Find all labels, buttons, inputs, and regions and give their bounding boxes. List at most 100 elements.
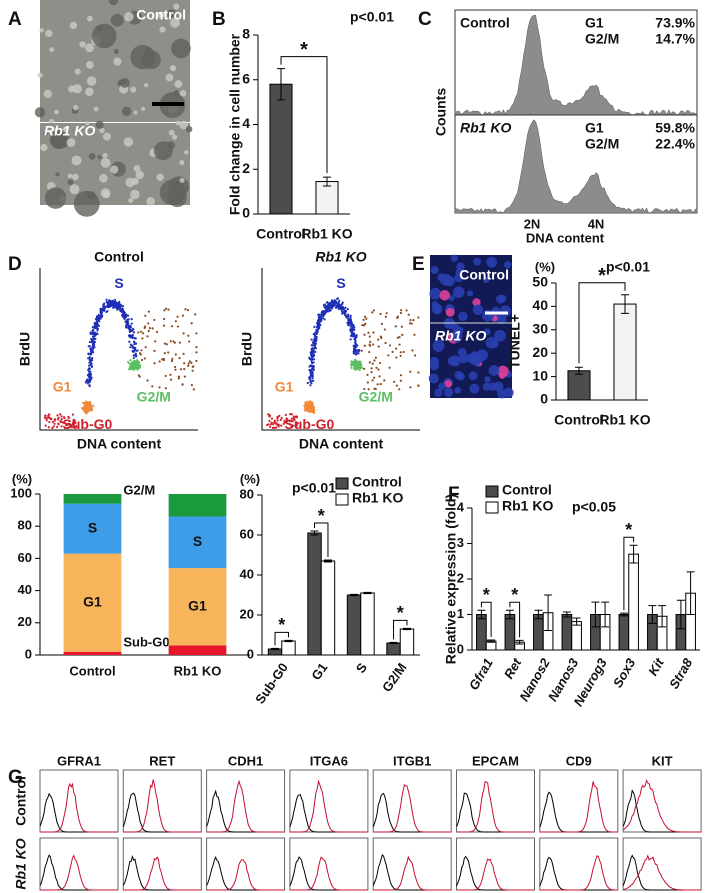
dot xyxy=(146,379,149,382)
cell xyxy=(156,173,164,181)
dot xyxy=(273,426,276,429)
image-label: Rb1 KO xyxy=(435,328,486,344)
dot xyxy=(323,303,327,306)
dot xyxy=(280,416,283,420)
dot xyxy=(276,415,279,419)
dot xyxy=(353,325,356,329)
dot xyxy=(285,418,288,421)
plot-title: Rb1 KO xyxy=(315,249,366,265)
dot xyxy=(177,375,181,378)
dot xyxy=(195,346,198,349)
dot xyxy=(126,318,129,321)
cell xyxy=(88,152,96,160)
dot xyxy=(341,302,344,306)
flow-frame xyxy=(289,837,369,891)
dot xyxy=(140,358,144,362)
dot xyxy=(322,315,325,318)
dot xyxy=(379,335,382,338)
sample-name: Rb1 KO xyxy=(460,120,511,136)
marker-label: CDH1 xyxy=(228,753,263,768)
dot xyxy=(320,315,323,318)
cell xyxy=(72,173,79,181)
cell xyxy=(145,58,150,63)
dot xyxy=(90,376,93,379)
dot xyxy=(87,373,91,376)
dot xyxy=(309,409,312,412)
dot xyxy=(179,368,183,371)
nucleus xyxy=(472,304,484,316)
cell xyxy=(153,141,173,161)
dot xyxy=(129,343,133,346)
dot xyxy=(279,418,282,422)
histogram xyxy=(454,14,698,116)
dot xyxy=(55,425,59,429)
flow-frame xyxy=(539,769,619,833)
dot xyxy=(105,300,108,304)
panel-label: C xyxy=(418,9,432,30)
dot xyxy=(82,402,86,405)
dot xyxy=(91,356,94,360)
dot xyxy=(294,415,297,418)
dot xyxy=(317,315,321,318)
dot xyxy=(289,412,292,416)
dot xyxy=(342,307,345,311)
significance-mark: * xyxy=(511,585,518,605)
dot xyxy=(330,299,334,302)
dot xyxy=(89,353,92,356)
error-bar xyxy=(310,530,319,536)
dot xyxy=(126,322,129,325)
dot xyxy=(178,341,181,344)
flow-histogram xyxy=(622,778,702,833)
dot xyxy=(49,417,52,420)
flow-frame xyxy=(372,769,452,833)
error-bar xyxy=(572,617,581,626)
nucleus xyxy=(448,294,455,302)
dot xyxy=(88,356,91,359)
bar xyxy=(269,83,293,215)
dot xyxy=(195,332,198,335)
y-tick-label: 2 xyxy=(457,570,464,585)
dot xyxy=(182,332,185,335)
segment-label: G1 xyxy=(188,597,207,613)
dot xyxy=(309,372,313,375)
nucleus xyxy=(450,254,458,262)
dot xyxy=(335,300,338,303)
annotation: p<0.01 xyxy=(350,9,394,25)
significance-bracket xyxy=(623,536,635,611)
dot xyxy=(373,376,376,379)
cell xyxy=(79,41,86,48)
dot xyxy=(349,325,352,328)
dot xyxy=(384,315,387,318)
error-bar xyxy=(534,609,543,620)
dot xyxy=(133,364,136,367)
dot xyxy=(347,322,350,325)
dot xyxy=(358,368,361,372)
dot xyxy=(327,307,331,310)
dot xyxy=(292,417,295,420)
dot xyxy=(85,379,88,382)
panel-label: E xyxy=(412,254,425,275)
dot xyxy=(158,386,161,389)
dot xyxy=(312,333,315,336)
cell xyxy=(73,190,100,217)
y-tick-label: 20 xyxy=(532,344,548,360)
dot xyxy=(95,327,98,330)
y-tick-label: 4 xyxy=(242,115,250,131)
y-tick-label: 30 xyxy=(532,321,548,337)
flow-frame xyxy=(456,769,535,833)
y-axis-label: Relative expression (fold) xyxy=(443,494,459,664)
cell xyxy=(91,23,117,49)
dot xyxy=(314,334,317,337)
dot xyxy=(91,326,95,329)
dot xyxy=(284,413,287,416)
dot xyxy=(268,419,271,423)
dot xyxy=(101,307,104,310)
dot xyxy=(144,346,147,349)
dot xyxy=(409,386,412,389)
nucleus xyxy=(488,365,500,376)
legend-label: Control xyxy=(502,482,552,498)
cell xyxy=(67,179,74,186)
nucleus xyxy=(454,370,463,380)
cell xyxy=(86,61,94,69)
cell xyxy=(69,21,78,30)
